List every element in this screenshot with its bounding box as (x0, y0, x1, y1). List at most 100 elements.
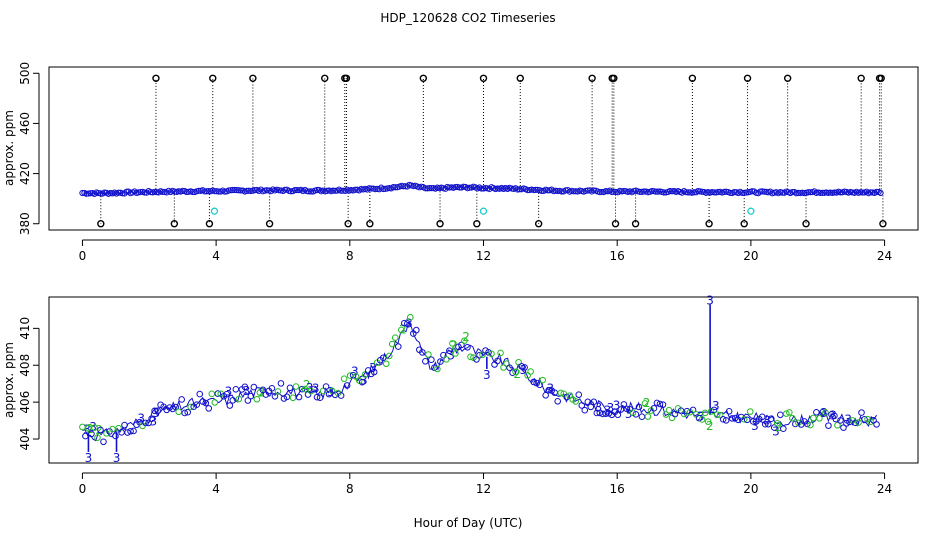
co2-point (310, 385, 318, 393)
co2-point (467, 353, 474, 361)
marker-label: 2 (399, 322, 407, 336)
co2-point (313, 186, 321, 194)
co2-point (721, 188, 728, 195)
co2-point (608, 188, 615, 196)
co2-point (593, 409, 601, 417)
co2-point (654, 188, 662, 195)
spike-label: 3 (483, 368, 491, 382)
co2-point (100, 438, 107, 446)
co2-point (635, 403, 643, 411)
co2-point (749, 188, 756, 195)
co2-point (87, 190, 94, 197)
spike-label: 3 (113, 451, 121, 465)
co2-point (79, 423, 86, 431)
co2-point (358, 378, 366, 386)
co2-point (575, 391, 583, 398)
co2-point (275, 187, 283, 194)
marker-label: 2 (450, 338, 458, 352)
co2-point (640, 188, 648, 195)
co2-point (452, 350, 459, 357)
co2-point (97, 426, 104, 434)
cyan-point (747, 207, 755, 215)
co2-point (243, 187, 250, 194)
co2-point (572, 398, 580, 405)
y-tick-label: 380 (18, 212, 32, 235)
co2-point (428, 185, 435, 192)
flagged-point (205, 220, 214, 228)
co2-point (233, 187, 240, 194)
co2-point (610, 188, 617, 195)
co2-point (413, 326, 420, 334)
co2-point (274, 388, 282, 395)
co2-point (329, 187, 337, 194)
co2-point (145, 419, 152, 427)
co2-point (632, 411, 640, 418)
x-tick-label: 24 (877, 482, 892, 496)
co2-point (813, 409, 820, 416)
flagged-point (152, 74, 160, 82)
co2-point (295, 393, 303, 401)
co2-point (425, 351, 432, 358)
flagged-point (802, 220, 810, 228)
co2-point (287, 188, 295, 195)
y-tick-label: 404 (18, 428, 32, 451)
co2-point (392, 184, 399, 191)
co2-point (731, 189, 738, 196)
co2-point (223, 390, 231, 398)
co2-point (690, 189, 698, 196)
co2-point (172, 403, 179, 411)
co2-point (530, 378, 537, 386)
flagged-point (436, 220, 444, 228)
flagged-point (631, 220, 640, 228)
co2-point (291, 186, 299, 194)
co2-point (235, 187, 242, 194)
flagged-point (366, 220, 374, 228)
co2-point (292, 383, 300, 390)
co2-point (598, 188, 605, 196)
co2-point (804, 420, 811, 428)
co2-point (825, 422, 832, 429)
co2-point (141, 189, 148, 196)
co2-point (305, 188, 313, 195)
x-tick-label: 4 (212, 482, 220, 496)
co2-point (671, 410, 679, 418)
flagged-point (419, 74, 428, 82)
co2-point (476, 351, 483, 359)
co2-point (739, 189, 746, 196)
co2-point (390, 184, 397, 191)
co2-point (834, 421, 841, 429)
co2-point (521, 364, 528, 371)
co2-point (178, 396, 185, 403)
co2-point (518, 363, 525, 370)
co2-point (719, 416, 727, 423)
x-tick-label: 4 (212, 249, 220, 263)
co2-point (770, 424, 778, 431)
co2-point (776, 411, 784, 419)
co2-point (154, 407, 161, 415)
co2-point (538, 187, 545, 194)
co2-point (201, 188, 208, 195)
marker-label: 3 (751, 419, 759, 433)
co2-point (91, 424, 98, 432)
co2-point (837, 189, 844, 196)
co2-point (127, 427, 134, 435)
marker-label: 3 (763, 414, 771, 428)
co2-point (286, 384, 294, 392)
co2-point (689, 406, 697, 414)
marker-label: 2 (86, 422, 94, 436)
co2-point (479, 351, 486, 359)
marker-label: 3 (89, 420, 97, 434)
co2-point (424, 185, 431, 192)
co2-point (419, 349, 426, 356)
flagged-point (516, 74, 524, 82)
co2-point (659, 401, 667, 408)
co2-point (861, 416, 868, 423)
co2-point (761, 188, 768, 195)
co2-point (764, 420, 772, 428)
x-tick-label: 16 (610, 249, 625, 263)
co2-point (352, 186, 359, 193)
co2-point (623, 405, 631, 413)
flagged-point (857, 74, 865, 82)
spike-label: 3 (706, 293, 714, 307)
